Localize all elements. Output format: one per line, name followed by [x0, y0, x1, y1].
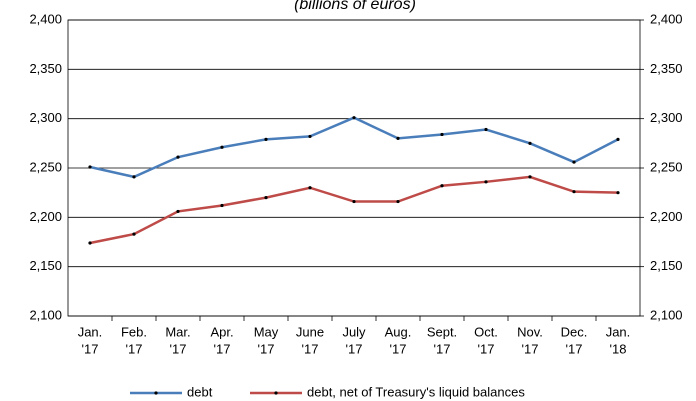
x-tick-label: '17 [478, 341, 495, 356]
point [528, 141, 532, 145]
point [308, 186, 312, 190]
point [88, 165, 92, 169]
point [176, 209, 180, 214]
x-tick-label: '17 [302, 341, 319, 356]
y2-tick-label: 2,300 [650, 110, 683, 125]
point [484, 180, 488, 184]
chart-title: (billions of euros) [294, 0, 416, 13]
point [352, 199, 356, 204]
x-tick-label: Mar. [165, 324, 190, 339]
point [176, 155, 180, 159]
y-tick-label: 2,100 [29, 307, 62, 322]
point [572, 190, 576, 194]
x-tick-label: '17 [522, 341, 539, 356]
point [88, 241, 92, 245]
point [528, 175, 532, 179]
point [572, 160, 576, 164]
x-tick-label: May [254, 324, 279, 339]
x-tick-label: '17 [390, 341, 407, 356]
x-tick-label: '17 [82, 341, 99, 356]
point [264, 196, 268, 200]
x-tick-label: Dec. [561, 324, 588, 339]
x-tick-label: '17 [434, 341, 451, 356]
x-tick-label: Oct. [474, 324, 498, 339]
point [440, 184, 444, 188]
y2-tick-label: 2,250 [650, 159, 683, 174]
point [352, 116, 356, 120]
point [220, 145, 224, 149]
y2-tick-label: 2,350 [650, 61, 683, 76]
y-tick-label: 2,400 [29, 11, 62, 26]
point [396, 199, 400, 204]
legend-marker [154, 391, 158, 395]
x-tick-label: July [342, 324, 366, 339]
x-tick-label: '17 [214, 341, 231, 356]
x-tick-label: '17 [566, 341, 583, 356]
y-tick-label: 2,150 [29, 258, 62, 273]
legend-marker [274, 391, 278, 395]
x-tick-label: Nov. [517, 324, 543, 339]
x-tick-label: Feb. [121, 324, 147, 339]
x-tick-label: Aug. [385, 324, 412, 339]
point [440, 132, 444, 137]
point [308, 134, 312, 139]
x-tick-label: '17 [258, 341, 275, 356]
x-tick-label: '17 [126, 341, 143, 356]
plot-border [67, 19, 641, 317]
x-tick-label: Apr. [210, 324, 233, 339]
point [220, 203, 224, 208]
y-tick-label: 2,200 [29, 209, 62, 224]
point [264, 137, 268, 141]
x-tick-label: '18 [610, 341, 627, 356]
y2-tick-label: 2,150 [650, 258, 683, 273]
y2-tick-label: 2,100 [650, 307, 683, 322]
x-tick-label: Sept. [427, 324, 457, 339]
point [616, 191, 620, 195]
series-line [89, 175, 619, 245]
y-tick-label: 2,350 [29, 61, 62, 76]
y-tick-label: 2,250 [29, 159, 62, 174]
legend-label: debt, net of Treasury's liquid balances [307, 384, 525, 399]
point [616, 137, 620, 141]
legend-label: debt [187, 384, 213, 399]
point [396, 136, 400, 140]
point [132, 175, 136, 179]
point [132, 232, 136, 236]
x-tick-label: June [296, 324, 324, 339]
x-tick-label: Jan. [606, 324, 631, 339]
y2-tick-label: 2,200 [650, 209, 683, 224]
x-tick-label: '17 [346, 341, 363, 356]
point [484, 127, 488, 132]
x-tick-label: Jan. [78, 324, 103, 339]
x-tick-label: '17 [170, 341, 187, 356]
y2-tick-label: 2,400 [650, 11, 683, 26]
y-tick-label: 2,300 [29, 110, 62, 125]
